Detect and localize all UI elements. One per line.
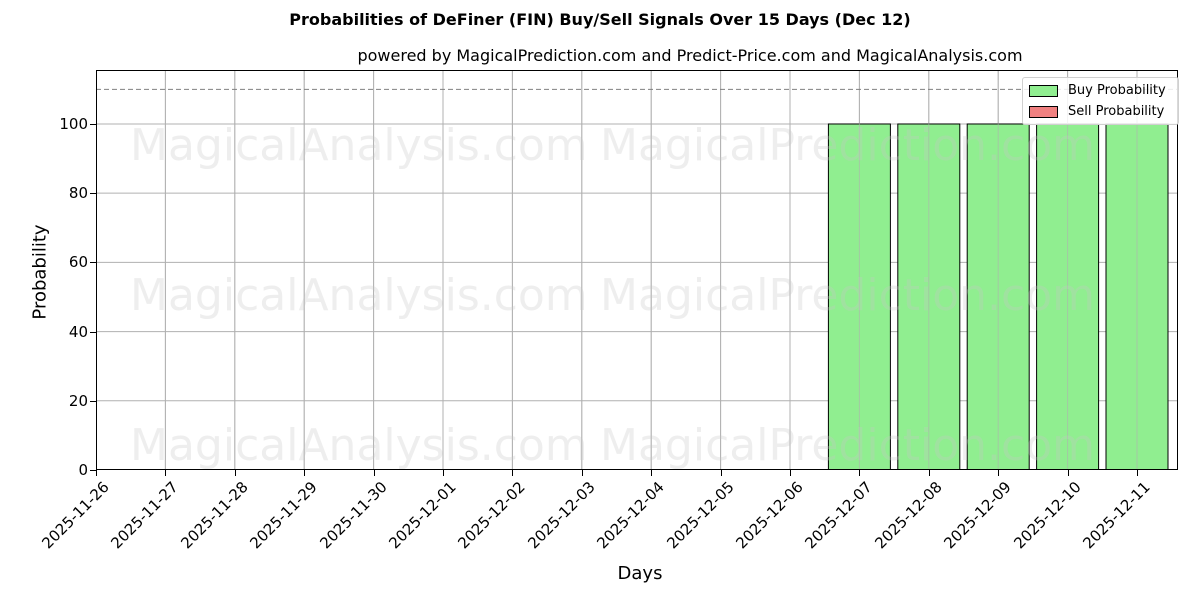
y-tick-mark	[90, 262, 96, 264]
y-tick-mark	[90, 193, 96, 195]
x-tick-mark	[651, 470, 653, 476]
legend-item-buy: Buy Probability	[1029, 83, 1166, 98]
x-tick-mark	[928, 470, 930, 476]
sell-swatch-icon	[1029, 105, 1058, 118]
legend-label-sell: Sell Probability	[1068, 104, 1165, 119]
x-tick-label: 2025-12-10	[1009, 478, 1085, 553]
y-tick-label: 100	[59, 114, 88, 133]
x-tick-mark	[790, 470, 791, 476]
y-tick-label: 80	[68, 184, 88, 203]
x-tick-label: 2025-12-06	[732, 478, 807, 553]
x-tick-label: 2025-12-02	[454, 478, 530, 553]
y-tick-mark	[90, 331, 96, 333]
y-tick-label: 40	[68, 322, 88, 341]
plot-canvas	[97, 71, 1177, 469]
y-tick-label: 20	[68, 391, 88, 410]
y-tick-mark	[90, 400, 96, 402]
x-tick-label: 2025-12-08	[871, 478, 946, 553]
x-axis-label: Days	[617, 563, 663, 584]
x-tick-label: 2025-12-07	[801, 478, 877, 553]
y-tick-label: 60	[68, 253, 88, 272]
x-tick-mark	[998, 470, 1000, 476]
legend-item-sell: Sell Probability	[1029, 104, 1164, 119]
x-tick-mark	[1067, 470, 1069, 476]
x-tick-mark	[720, 470, 722, 476]
x-tick-mark	[304, 470, 306, 476]
x-tick-label: 2025-12-09	[940, 478, 1015, 553]
y-tick-mark	[90, 470, 96, 471]
x-tick-label: 2025-12-11	[1079, 478, 1154, 553]
x-tick-label: 2025-11-26	[38, 478, 113, 553]
x-tick-mark	[581, 470, 583, 476]
y-tick-mark	[90, 123, 96, 125]
x-tick-mark	[96, 470, 97, 476]
buy-swatch-icon	[1029, 84, 1058, 97]
chart-subtitle: powered by MagicalPrediction.com and Pre…	[357, 46, 1023, 65]
x-tick-label: 2025-11-29	[246, 478, 321, 553]
x-tick-mark	[165, 470, 167, 476]
y-tick-label: 0	[78, 461, 88, 479]
x-tick-label: 2025-12-01	[385, 478, 460, 553]
x-tick-mark	[373, 470, 375, 476]
x-tick-mark	[859, 470, 861, 476]
x-tick-mark	[443, 470, 444, 476]
y-axis-label: Probability	[29, 224, 51, 320]
x-tick-label: 2025-12-04	[593, 478, 668, 553]
plot-area	[96, 70, 1178, 470]
legend: Buy Probability Sell Probability	[1022, 77, 1179, 125]
x-tick-label: 2025-12-05	[662, 478, 738, 553]
chart-title: Probabilities of DeFiner (FIN) Buy/Sell …	[289, 10, 911, 29]
x-tick-label: 2025-11-27	[107, 478, 183, 553]
x-tick-label: 2025-11-30	[315, 478, 391, 553]
x-tick-mark	[1137, 470, 1138, 476]
x-tick-label: 2025-11-28	[177, 478, 252, 553]
x-tick-label: 2025-12-03	[524, 478, 599, 553]
x-tick-mark	[234, 470, 236, 476]
legend-label-buy: Buy Probability	[1068, 83, 1166, 98]
x-tick-mark	[512, 470, 514, 476]
